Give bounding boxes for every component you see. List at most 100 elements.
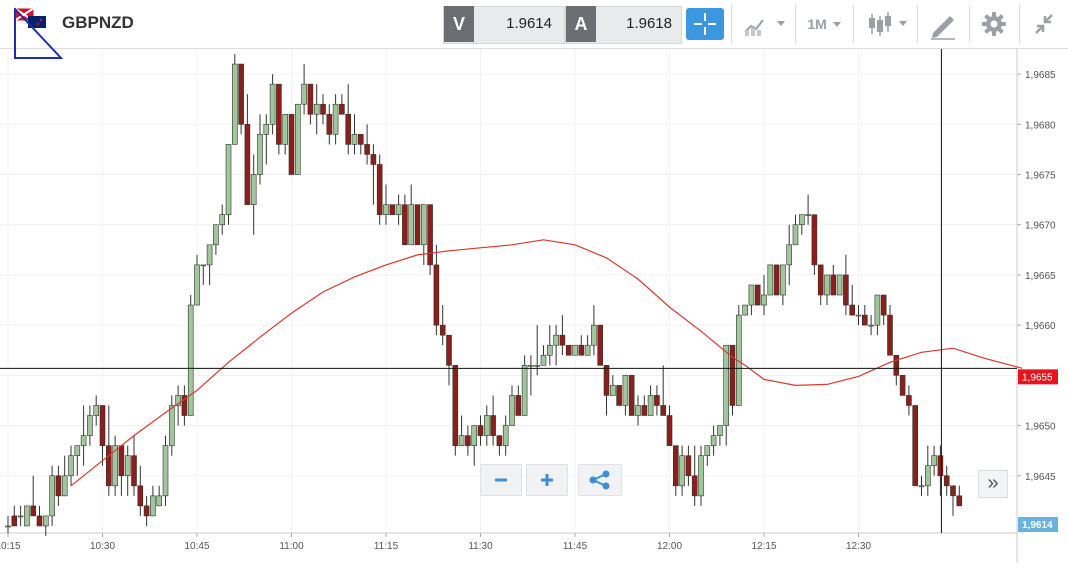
candle-body — [339, 103, 345, 115]
ask-label: A — [566, 6, 596, 42]
y-tick-label: 1,9650 — [1025, 422, 1056, 433]
candle — [521, 355, 528, 416]
candle — [672, 445, 679, 496]
candle — [843, 254, 849, 316]
candle — [742, 304, 748, 316]
candle — [578, 335, 585, 356]
candle — [181, 385, 188, 426]
candle — [924, 445, 931, 496]
zoom-in-button[interactable] — [526, 464, 568, 496]
candle — [42, 515, 49, 537]
candle — [282, 113, 289, 155]
candle-body — [572, 344, 578, 356]
candle-body — [471, 425, 478, 446]
share-button[interactable] — [578, 464, 622, 496]
candle-body — [767, 264, 774, 296]
candle-body — [87, 415, 93, 436]
candle-body — [679, 455, 685, 487]
candle-body — [24, 505, 30, 527]
candle — [780, 264, 786, 306]
candle-body — [559, 334, 566, 346]
candle-body — [843, 274, 849, 306]
candle-body — [565, 344, 572, 356]
candlestick-chart[interactable]: 1,9645 1,9650 1,9655 1,9660 1,9665 1,9670 1,96… — [0, 49, 1068, 563]
candle — [496, 435, 503, 456]
candle-body — [483, 415, 490, 436]
candle — [704, 445, 711, 466]
chart-style-button[interactable] — [860, 6, 914, 42]
candle — [616, 385, 622, 406]
candle — [200, 264, 207, 285]
fullscreen-button[interactable] — [1024, 6, 1064, 42]
candle — [691, 445, 698, 506]
candle-body — [729, 344, 736, 406]
scroll-to-latest-button[interactable]: » — [978, 470, 1008, 498]
candle-body — [458, 435, 465, 446]
crosshair-button[interactable] — [686, 8, 724, 40]
candle-body — [950, 485, 956, 497]
chart-type-line-button[interactable] — [740, 6, 790, 42]
candle — [313, 84, 320, 135]
current-price-tag — [1018, 517, 1058, 532]
candle-body — [326, 113, 333, 135]
candle-body — [17, 515, 24, 518]
candle-body — [893, 354, 900, 376]
candle-body — [389, 204, 396, 215]
x-tick-label: 10:45 — [184, 541, 209, 552]
candle — [87, 405, 93, 446]
candle-body — [5, 525, 11, 528]
candle-body — [792, 224, 799, 246]
candle — [74, 445, 81, 476]
candle — [824, 274, 830, 306]
y-tick-label: 1,9665 — [1025, 271, 1056, 282]
candle — [458, 415, 465, 446]
zoom-out-button[interactable] — [480, 464, 522, 496]
candle — [257, 114, 263, 185]
chevron-down-icon — [832, 22, 841, 28]
candle — [433, 244, 440, 336]
candle — [735, 305, 742, 406]
candle — [5, 515, 11, 537]
candle — [477, 415, 484, 446]
candle — [61, 455, 68, 497]
candle-body — [830, 274, 837, 296]
candle — [584, 335, 591, 356]
drawing-tools-button[interactable] — [922, 6, 964, 42]
candle-body — [824, 274, 830, 296]
candle-body — [301, 83, 307, 105]
double-chevron-right-icon: » — [987, 472, 999, 494]
candle-body — [465, 435, 471, 446]
candle-body — [509, 395, 515, 426]
candle — [647, 385, 654, 416]
candle-body — [786, 244, 793, 266]
candle — [80, 405, 87, 466]
candle-body — [868, 324, 874, 327]
candle-body — [805, 214, 811, 216]
candle-body — [924, 465, 931, 487]
candle — [761, 274, 767, 316]
candle-body — [748, 284, 755, 306]
candle-body — [578, 344, 585, 356]
candle — [622, 375, 629, 416]
candle — [502, 415, 509, 456]
candle-body — [175, 395, 181, 406]
gear-icon — [982, 12, 1006, 36]
candle — [17, 505, 24, 526]
candle-body — [685, 455, 692, 477]
candle — [263, 114, 270, 165]
settings-button[interactable] — [975, 6, 1013, 42]
candle-body — [742, 304, 748, 316]
candle-body — [156, 495, 162, 507]
candle — [717, 425, 723, 446]
y-tick-label: 1,9675 — [1025, 171, 1056, 182]
candle — [950, 485, 956, 516]
candle — [635, 395, 641, 426]
timeframe-selector[interactable]: 1M — [800, 6, 850, 42]
candle — [515, 385, 522, 416]
candle — [906, 385, 912, 416]
candle — [572, 344, 578, 356]
candle-body — [225, 144, 232, 215]
chart-area[interactable]: 1,9645 1,9650 1,9655 1,9660 1,9665 1,9670 1,96… — [0, 49, 1068, 563]
candle-body — [496, 435, 503, 446]
candle-body — [937, 455, 944, 477]
